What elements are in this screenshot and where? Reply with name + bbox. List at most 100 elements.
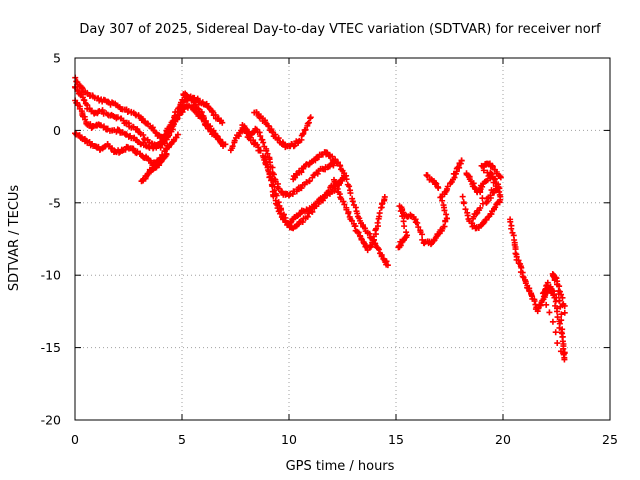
chart-title: Day 307 of 2025, Sidereal Day-to-day VTE…: [79, 22, 601, 37]
data-point: [345, 210, 352, 217]
data-point: [424, 172, 431, 179]
data-point: [492, 183, 499, 190]
data-point: [347, 190, 354, 197]
data-point: [375, 246, 382, 253]
data-point: [550, 288, 557, 295]
data-point: [519, 273, 526, 280]
data-point: [309, 208, 316, 215]
grid-lines: [75, 58, 610, 420]
data-point: [404, 232, 411, 239]
data-point: [462, 206, 469, 213]
data-point: [419, 236, 426, 243]
data-point: [314, 170, 321, 177]
data-point: [556, 283, 563, 290]
data-point: [419, 231, 426, 238]
data-point: [209, 108, 216, 115]
data-point: [149, 124, 156, 131]
data-point: [361, 225, 368, 232]
data-point: [466, 173, 473, 180]
y-tick-label: -20: [41, 413, 61, 428]
data-point: [235, 133, 242, 140]
data-point: [108, 145, 115, 152]
data-point: [549, 318, 556, 325]
data-point: [512, 250, 519, 257]
plot-border: [74, 57, 611, 421]
data-point: [561, 309, 568, 316]
data-point: [477, 204, 484, 211]
data-point: [400, 218, 407, 225]
data-point: [174, 108, 181, 115]
data-point: [479, 200, 486, 207]
data-point: [268, 177, 275, 184]
data-points: [71, 74, 568, 363]
data-point: [74, 86, 81, 93]
data-point: [559, 333, 566, 340]
data-point: [484, 169, 491, 176]
data-point: [349, 198, 356, 205]
data-point: [490, 179, 497, 186]
data-point: [435, 184, 442, 191]
data-point: [403, 229, 410, 236]
data-point: [443, 215, 450, 222]
data-point: [337, 162, 344, 169]
data-point: [554, 314, 561, 321]
data-point: [243, 130, 250, 137]
data-point: [257, 147, 264, 154]
data-point: [470, 180, 477, 187]
data-point: [459, 193, 466, 200]
data-point: [179, 109, 186, 116]
data-point: [546, 309, 553, 316]
data-point: [496, 185, 503, 192]
data-point: [556, 288, 563, 295]
data-point: [463, 170, 470, 177]
data-point: [473, 210, 480, 217]
data-point: [561, 350, 568, 357]
data-point: [460, 200, 467, 207]
y-tick-label: -15: [41, 340, 61, 355]
data-point: [229, 143, 236, 150]
data-point: [540, 289, 547, 296]
y-axis-ticks: 5 0 -5 -10 -15 -20: [41, 51, 610, 428]
data-point: [440, 202, 447, 209]
data-point: [174, 131, 181, 138]
data-point: [307, 114, 314, 121]
data-point: [547, 283, 554, 290]
data-point: [561, 356, 568, 363]
data-point: [200, 114, 207, 121]
data-point: [341, 201, 348, 208]
data-point: [140, 132, 147, 139]
data-point: [559, 326, 566, 333]
data-point: [108, 99, 115, 106]
data-point: [508, 225, 515, 232]
data-point: [376, 210, 383, 217]
data-point: [269, 183, 276, 190]
data-point: [558, 311, 565, 318]
data-point: [246, 134, 253, 141]
data-point: [346, 183, 353, 190]
data-point: [265, 123, 272, 130]
data-point: [306, 177, 313, 184]
data-point: [219, 119, 226, 126]
data-point: [343, 176, 350, 183]
data-point: [163, 150, 170, 157]
data-point: [488, 187, 495, 194]
y-axis-label: SDTVAR / TECUs: [7, 185, 22, 292]
data-point: [332, 156, 339, 163]
data-point: [257, 133, 264, 140]
data-point: [384, 262, 391, 269]
x-axis-ticks: 0 5 10 15 20 25: [71, 58, 618, 447]
x-axis-label: GPS time / hours: [286, 459, 395, 474]
data-point: [554, 308, 561, 315]
data-point: [160, 135, 167, 142]
data-point: [378, 204, 385, 211]
data-point: [487, 175, 494, 182]
data-point: [152, 129, 159, 136]
data-point: [207, 123, 214, 130]
data-point: [81, 97, 88, 104]
data-point: [260, 139, 267, 146]
data-point: [432, 179, 439, 186]
data-point: [558, 317, 565, 324]
data-point: [355, 229, 362, 236]
data-point: [531, 298, 538, 305]
